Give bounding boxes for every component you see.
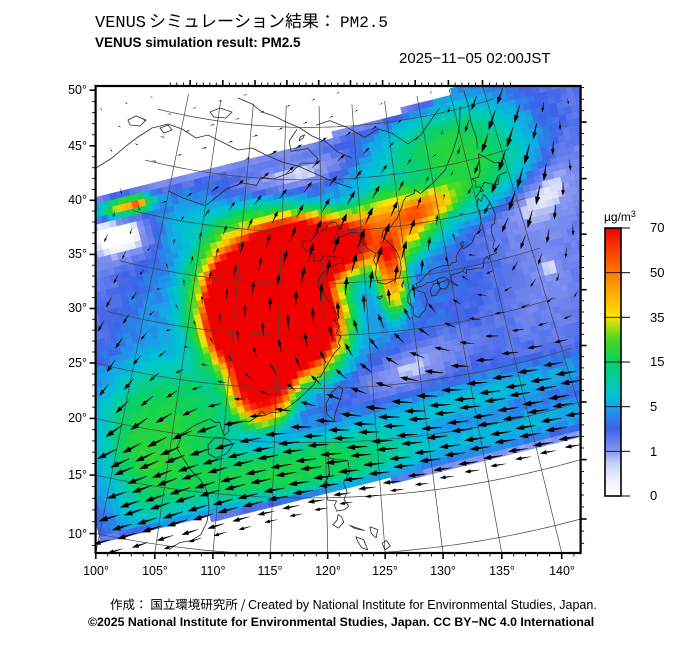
svg-text:15°: 15° — [68, 468, 87, 482]
svg-text:130°: 130° — [430, 564, 456, 578]
svg-text:35: 35 — [650, 310, 664, 325]
svg-text:PM2.5: PM2.5 — [340, 14, 388, 32]
svg-text:30°: 30° — [68, 301, 87, 315]
svg-text:5: 5 — [650, 399, 657, 414]
svg-text:VENUS simulation result: PM2.5: VENUS simulation result: PM2.5 — [95, 35, 301, 50]
svg-text:©2025 National Institute for E: ©2025 National Institute for Environment… — [88, 615, 594, 629]
svg-text:50°: 50° — [68, 83, 87, 97]
svg-text:125°: 125° — [372, 564, 398, 578]
svg-text:2025−11−05 02:00JST: 2025−11−05 02:00JST — [399, 50, 551, 67]
svg-text:µg/m3: µg/m3 — [604, 209, 636, 224]
svg-text:35°: 35° — [68, 247, 87, 261]
svg-text:115°: 115° — [258, 564, 283, 578]
svg-text:120°: 120° — [315, 564, 341, 578]
svg-text:70: 70 — [650, 220, 664, 235]
svg-text:10°: 10° — [68, 527, 87, 541]
svg-text:40°: 40° — [68, 193, 87, 207]
svg-text:Created by National Institute: Created by National Institute for Enviro… — [248, 598, 597, 612]
svg-text:VENUS: VENUS — [95, 14, 146, 33]
svg-text:1: 1 — [650, 444, 657, 459]
svg-text:25°: 25° — [68, 356, 87, 370]
svg-text:135°: 135° — [489, 564, 515, 578]
svg-text:50: 50 — [650, 265, 664, 280]
svg-text:20°: 20° — [68, 411, 87, 425]
svg-text:100°: 100° — [83, 564, 109, 578]
svg-text:110°: 110° — [201, 564, 226, 578]
svg-text:105°: 105° — [142, 564, 168, 578]
svg-text:0: 0 — [650, 488, 657, 503]
svg-text:140°: 140° — [549, 564, 575, 578]
svg-text:45°: 45° — [68, 139, 87, 153]
svg-text:15: 15 — [650, 354, 664, 369]
